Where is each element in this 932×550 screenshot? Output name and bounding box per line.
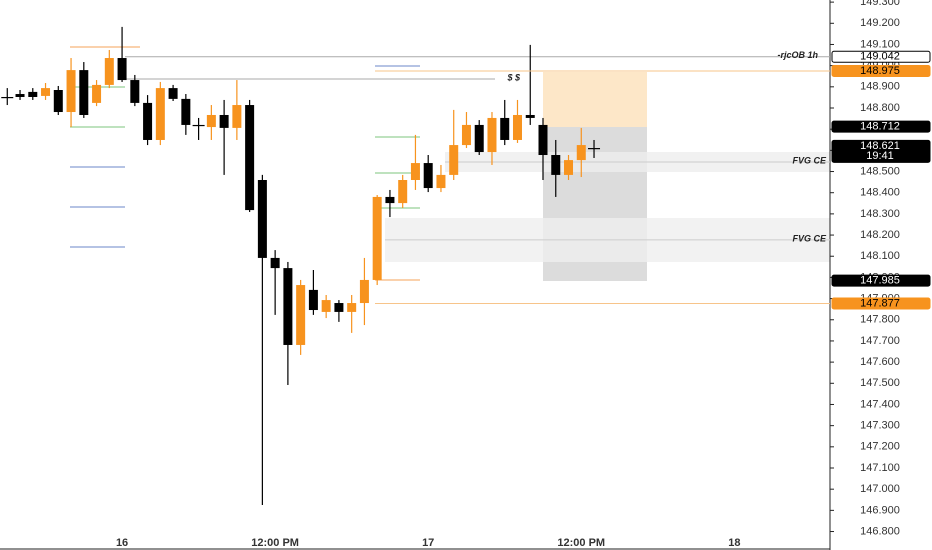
candle-body <box>588 148 601 150</box>
candle-body <box>334 303 344 312</box>
price-tag-label: 148.621 <box>860 140 900 152</box>
y-tick-label: 147.700 <box>860 335 900 347</box>
x-tick-label: 18 <box>728 537 740 549</box>
candle-body <box>359 279 369 304</box>
level-label: $ $ <box>506 72 521 82</box>
candle-body <box>500 117 510 140</box>
price-tag <box>831 139 931 163</box>
candle-body <box>181 98 191 125</box>
candle-body <box>372 196 382 280</box>
price-tag-label: 147.877 <box>860 297 900 309</box>
y-tick-label: 147.200 <box>860 441 900 453</box>
y-tick-label: 148.500 <box>860 165 900 177</box>
candle-body <box>538 124 548 156</box>
candle-body <box>308 289 318 311</box>
y-tick-label: 147.000 <box>860 483 900 495</box>
price-tag <box>831 64 931 77</box>
candle-body <box>41 88 51 96</box>
candle-body <box>551 155 561 175</box>
candle-body <box>257 180 267 258</box>
level-label: FVG CE <box>792 233 827 243</box>
candle-body <box>347 303 357 312</box>
candle-body <box>512 114 522 140</box>
y-tick-label: 147.400 <box>860 398 900 410</box>
candle-body <box>576 145 586 161</box>
y-tick-label: 147.600 <box>860 356 900 368</box>
candle-body <box>525 114 535 118</box>
y-tick-label: 149.200 <box>860 17 900 29</box>
candle-body <box>104 58 114 85</box>
candle-body <box>143 102 153 140</box>
y-tick-label: 148.300 <box>860 208 900 220</box>
y-tick-label: 149.300 <box>860 0 900 8</box>
x-tick-label: 12:00 PM <box>557 537 605 549</box>
y-tick-label: 148.800 <box>860 102 900 114</box>
y-tick-label: 147.800 <box>860 314 900 326</box>
candle-body <box>296 285 306 345</box>
price-tag <box>831 120 931 133</box>
candle-body <box>232 105 242 128</box>
y-tick-label: 148.200 <box>860 229 900 241</box>
y-tick-label: 148.400 <box>860 187 900 199</box>
y-tick-label: 147.500 <box>860 377 900 389</box>
y-tick-label: 146.900 <box>860 504 900 516</box>
candle-body <box>449 145 459 175</box>
candle-body <box>487 117 497 153</box>
candle-body <box>92 84 102 103</box>
candle-body <box>155 88 165 140</box>
price-tag <box>831 297 931 310</box>
candle-body <box>461 124 471 146</box>
candle-body <box>270 257 280 269</box>
candle-body <box>206 114 216 128</box>
candle-body <box>1 96 14 99</box>
x-tick-label: 16 <box>116 537 128 549</box>
level-label: -rjcOB 1h <box>777 50 818 60</box>
price-tag-label: 147.985 <box>860 274 900 286</box>
x-tick-label: 17 <box>422 537 434 549</box>
y-tick-label: 149.100 <box>860 38 900 50</box>
candle-body <box>130 80 140 103</box>
candle-body <box>398 180 408 204</box>
candle-body <box>15 94 25 97</box>
price-tag-label: 148.712 <box>860 121 900 133</box>
y-tick-label: 147.100 <box>860 462 900 474</box>
candle-body <box>410 163 420 180</box>
candle-body <box>79 70 89 115</box>
candle-body <box>219 114 229 128</box>
candle-body <box>192 124 205 127</box>
y-tick-label: 148.900 <box>860 81 900 93</box>
candle-body <box>564 160 574 175</box>
candle-body <box>168 88 178 99</box>
price-tag <box>831 274 931 287</box>
y-tick-label: 147.300 <box>860 420 900 432</box>
level-label: FVG CE <box>792 155 827 165</box>
candle-body <box>245 105 255 211</box>
candle-body <box>66 70 76 113</box>
candle-body <box>283 268 293 345</box>
price-tag-sub: 19:41 <box>866 150 894 162</box>
price-tag-label: 149.042 <box>860 51 900 63</box>
candle-body <box>321 300 331 312</box>
candle-body <box>436 174 446 189</box>
candle-body <box>28 91 38 97</box>
candle-body <box>385 196 395 204</box>
y-tick-label: 148.100 <box>860 250 900 262</box>
price-tag <box>831 50 931 63</box>
price-tag-label: 148.975 <box>860 65 900 77</box>
candle-body <box>117 58 127 81</box>
x-tick-label: 12:00 PM <box>251 537 299 549</box>
zone <box>543 72 647 127</box>
y-tick-label: 146.800 <box>860 525 900 537</box>
candle-body <box>53 90 63 113</box>
candle-body <box>474 124 484 153</box>
candle-body <box>423 163 433 189</box>
